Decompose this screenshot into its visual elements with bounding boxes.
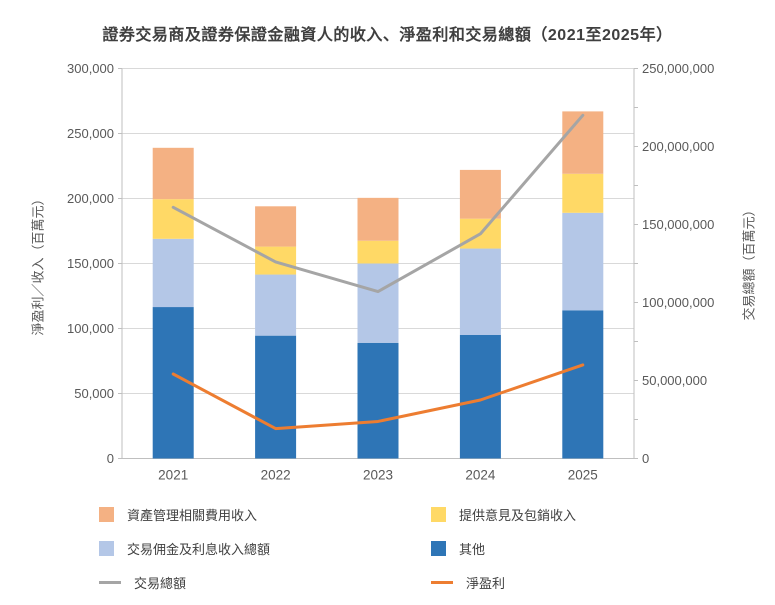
bar-segment xyxy=(357,342,399,459)
x-axis-label: 2022 xyxy=(261,468,291,483)
right-axis-tick-label: 0 xyxy=(642,451,649,466)
bar-segment xyxy=(255,274,297,336)
bar-segment xyxy=(255,335,297,459)
legend-swatch-advisory-underwriting-income xyxy=(431,506,446,522)
bar-segment xyxy=(562,173,604,213)
right-axis-tick-label: 100,000,000 xyxy=(642,295,714,310)
right-axis-tick-label: 250,000,000 xyxy=(642,61,714,76)
legend-item: 提供意見及包銷收入 xyxy=(431,503,576,525)
right-axis-tick-label: 50,000,000 xyxy=(642,373,707,388)
legend-swatch-asset-mgmt-income xyxy=(99,506,114,522)
left-axis-tick-label: 200,000 xyxy=(67,191,114,206)
legend-label: 交易總額 xyxy=(134,575,187,591)
bar-segment xyxy=(152,199,194,239)
legend-label: 資產管理相關費用收入 xyxy=(127,507,258,523)
legend-item: 淨盈利 xyxy=(431,571,505,593)
legend-label: 其他 xyxy=(459,541,486,557)
x-axis-label: 2023 xyxy=(363,468,393,483)
bar-segment xyxy=(562,212,604,311)
plot-area: 0 50,000 100,000 150,000 200,000 250,000 300,0… xyxy=(67,61,714,483)
x-axis-label: 2021 xyxy=(158,468,188,483)
bar-segment xyxy=(459,335,501,459)
left-axis-tick-label: 150,000 xyxy=(67,256,114,271)
chart-title: 證券交易商及證券保證金融資人的收入、淨盈利和交易總額（2021至2025年） xyxy=(102,27,673,44)
legend-label: 交易佣金及利息收入總額 xyxy=(127,541,271,557)
line-series xyxy=(171,363,585,431)
x-axis-label: 2024 xyxy=(465,468,496,483)
legend-label: 提供意見及包銷收入 xyxy=(459,507,577,523)
x-axis-label: 2025 xyxy=(568,468,598,483)
bar-segment xyxy=(562,111,604,174)
legend-label: 淨盈利 xyxy=(466,575,506,591)
legend-item: 交易總額 xyxy=(99,571,186,593)
left-axis-tick-label: 50,000 xyxy=(74,386,114,401)
left-axis-tick-label: 250,000 xyxy=(67,126,114,141)
left-axis-title: 淨盈利／收入（百萬元） xyxy=(30,192,46,336)
right-axis-title: 交易總額（百萬元） xyxy=(741,203,757,321)
left-axis-tick-label: 0 xyxy=(107,451,114,466)
legend-item: 資產管理相關費用收入 xyxy=(99,503,257,525)
left-axis-tick-label: 300,000 xyxy=(67,61,114,76)
bar-segment xyxy=(562,310,604,459)
line-series xyxy=(171,113,585,294)
right-axis-tick-label: 200,000,000 xyxy=(642,139,714,154)
legend-swatch-commission-interest-income xyxy=(99,540,114,556)
legend-swatch-total-turnover-line xyxy=(99,580,121,584)
bar-segment xyxy=(255,206,297,247)
bar-segment xyxy=(357,240,399,264)
legend-item: 其他 xyxy=(431,537,485,559)
legend-swatch-other xyxy=(431,540,446,556)
left-axis-tick-label: 100,000 xyxy=(67,321,114,336)
bar-segment xyxy=(152,147,194,200)
right-axis-tick-label: 150,000,000 xyxy=(642,217,714,232)
bar-segment xyxy=(357,263,399,343)
bar-segment xyxy=(459,169,501,219)
bar-segment xyxy=(357,197,399,241)
legend-swatch-net-profit-line xyxy=(431,580,453,584)
bar-segment xyxy=(459,248,501,335)
legend-item: 交易佣金及利息收入總額 xyxy=(99,537,270,559)
bar-segment xyxy=(152,238,194,308)
